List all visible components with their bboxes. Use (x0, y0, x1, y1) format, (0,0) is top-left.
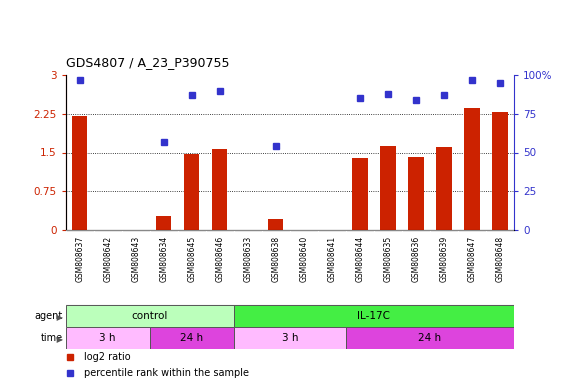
Text: GSM808638: GSM808638 (271, 236, 280, 282)
Bar (464, 108, 480, 230)
Text: time: time (41, 333, 63, 343)
Bar (150, 328, 234, 349)
Bar (234, 305, 514, 326)
Bar (212, 149, 227, 230)
Text: 3 h: 3 h (99, 333, 116, 343)
Text: ▶: ▶ (54, 335, 63, 344)
Bar (234, 328, 346, 349)
Bar (492, 112, 508, 230)
Bar (268, 218, 283, 230)
Bar (352, 158, 368, 230)
Text: GSM808644: GSM808644 (355, 236, 364, 282)
Bar (66, 328, 150, 349)
Text: GSM808646: GSM808646 (215, 236, 224, 282)
Bar (346, 328, 514, 349)
Text: GSM808637: GSM808637 (75, 236, 84, 282)
Text: GSM808643: GSM808643 (131, 236, 140, 282)
Text: GSM808641: GSM808641 (327, 236, 336, 282)
Text: IL-17C: IL-17C (357, 311, 391, 321)
Text: GSM808647: GSM808647 (468, 236, 476, 282)
Bar (72, 116, 87, 230)
Text: 24 h: 24 h (419, 333, 441, 343)
Text: GSM808636: GSM808636 (411, 236, 420, 282)
Text: percentile rank within the sample: percentile rank within the sample (83, 368, 248, 378)
Text: GSM808645: GSM808645 (187, 236, 196, 282)
Text: control: control (131, 311, 168, 321)
Text: log2 ratio: log2 ratio (83, 351, 130, 361)
Text: GSM808639: GSM808639 (439, 236, 448, 282)
Text: GDS4807 / A_23_P390755: GDS4807 / A_23_P390755 (66, 56, 229, 69)
Text: GSM808642: GSM808642 (103, 236, 112, 282)
Text: GSM808633: GSM808633 (243, 236, 252, 282)
Text: GSM808640: GSM808640 (299, 236, 308, 282)
Text: GSM808648: GSM808648 (496, 236, 504, 282)
Bar (184, 154, 199, 230)
Text: 24 h: 24 h (180, 333, 203, 343)
Text: GSM808634: GSM808634 (159, 236, 168, 282)
Text: agent: agent (35, 311, 63, 321)
Text: 3 h: 3 h (282, 333, 298, 343)
Bar (408, 157, 424, 230)
Text: ▶: ▶ (54, 313, 63, 323)
Text: GSM808635: GSM808635 (383, 236, 392, 282)
Bar (380, 146, 396, 230)
Bar (66, 305, 234, 326)
Bar (436, 147, 452, 230)
Bar (156, 215, 171, 230)
